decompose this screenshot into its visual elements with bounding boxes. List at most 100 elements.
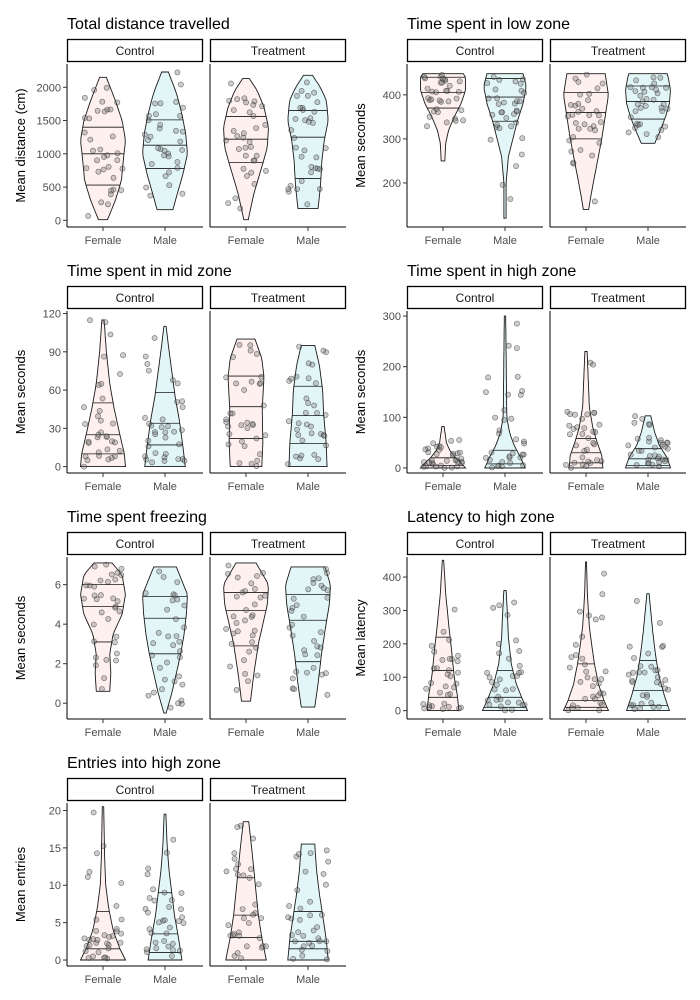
data-point	[443, 457, 450, 464]
y-tick-label: 400	[383, 572, 401, 584]
y-tick-label: 30	[49, 423, 61, 435]
data-point	[90, 936, 97, 943]
data-point	[639, 692, 646, 699]
data-point	[238, 438, 245, 445]
data-point	[180, 104, 186, 111]
data-point	[161, 938, 168, 944]
x-tick-label: Female	[425, 727, 462, 739]
data-point	[223, 416, 230, 423]
x-tick-label: Male	[296, 974, 320, 986]
panel-0: Total distance travelled Mean distance (c…	[13, 16, 347, 247]
data-point	[570, 159, 577, 166]
y-tick-label: 6	[55, 580, 61, 592]
data-point	[235, 146, 242, 152]
panel-title: Latency to high zone	[407, 509, 555, 526]
data-point	[302, 409, 309, 416]
data-point	[155, 145, 162, 152]
data-point	[151, 897, 158, 904]
y-tick-label: 0	[55, 462, 61, 474]
data-point	[179, 681, 186, 688]
data-point	[567, 411, 573, 417]
data-point	[564, 113, 571, 120]
data-point	[596, 421, 603, 428]
data-point	[156, 568, 163, 575]
x-tick-label: Female	[228, 235, 265, 247]
data-point	[482, 454, 489, 461]
data-point	[85, 955, 92, 961]
data-point	[165, 943, 172, 950]
data-point	[521, 440, 528, 447]
data-point	[294, 426, 300, 433]
x-tick-label: Male	[636, 235, 660, 247]
data-point	[441, 464, 448, 471]
data-point	[323, 938, 330, 945]
data-point	[456, 437, 463, 443]
data-point	[317, 629, 324, 635]
data-point	[579, 461, 586, 468]
data-point	[455, 669, 461, 676]
data-point	[311, 638, 317, 644]
data-point	[324, 691, 331, 698]
data-point	[176, 638, 183, 645]
facet-label: Control	[456, 537, 495, 551]
data-point	[175, 700, 181, 707]
data-point	[322, 145, 329, 152]
data-point	[101, 353, 107, 360]
data-point	[100, 166, 107, 173]
data-point	[488, 449, 495, 456]
data-point	[288, 915, 295, 922]
data-point	[149, 652, 155, 659]
data-point	[489, 464, 495, 471]
data-point	[301, 147, 308, 154]
panel-title: Time spent in high zone	[407, 263, 576, 280]
data-point	[518, 669, 524, 675]
data-point	[263, 167, 269, 174]
data-point	[169, 940, 176, 947]
data-point	[573, 442, 579, 449]
data-point	[599, 591, 606, 598]
data-point	[248, 143, 254, 150]
data-point	[228, 80, 234, 87]
data-point	[86, 115, 93, 122]
panel-2: Time spent in mid zone Mean seconds Contro…	[13, 263, 347, 493]
data-point	[630, 702, 637, 709]
data-point	[94, 850, 100, 857]
data-point	[291, 134, 298, 141]
data-point	[590, 361, 596, 368]
data-point	[572, 120, 579, 126]
data-point	[178, 427, 185, 433]
data-point	[223, 137, 229, 144]
data-point	[263, 943, 269, 950]
data-point	[590, 693, 596, 700]
data-point	[112, 453, 118, 460]
data-point	[582, 695, 589, 702]
data-point	[300, 932, 307, 939]
data-point	[234, 950, 241, 956]
data-point	[104, 446, 111, 453]
data-point	[162, 434, 169, 441]
x-tick-label: Male	[636, 481, 660, 493]
data-point	[303, 421, 310, 428]
data-point	[587, 125, 594, 132]
data-point	[170, 947, 176, 953]
data-point	[305, 586, 312, 593]
facet-strip	[66, 285, 204, 310]
data-point	[176, 654, 183, 661]
data-point	[426, 704, 433, 711]
data-point	[242, 617, 248, 624]
data-point	[657, 74, 664, 81]
data-point	[656, 463, 662, 470]
data-point	[320, 347, 327, 354]
data-point	[285, 186, 292, 192]
data-point	[290, 955, 297, 962]
data-point	[104, 152, 111, 159]
data-point	[103, 656, 110, 663]
x-tick-label: Female	[85, 727, 122, 739]
data-point	[252, 901, 259, 908]
data-point	[107, 331, 114, 338]
data-point	[177, 112, 183, 119]
data-point	[98, 199, 105, 206]
data-point	[454, 463, 461, 470]
facet-strip	[66, 38, 204, 63]
data-point	[322, 412, 329, 418]
